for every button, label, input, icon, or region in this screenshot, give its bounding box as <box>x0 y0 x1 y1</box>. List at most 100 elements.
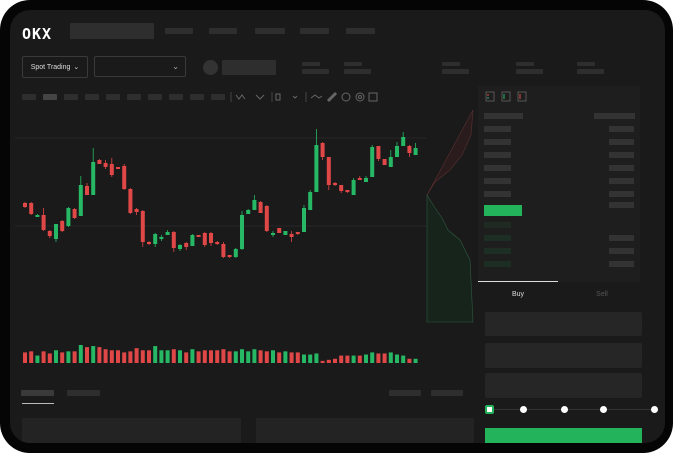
volume-bar <box>370 352 375 363</box>
bid-amount <box>609 248 634 254</box>
volume-bar <box>165 350 170 363</box>
volume-bar <box>339 355 344 363</box>
tab-order-history[interactable] <box>67 390 100 396</box>
timeframe-button[interactable] <box>127 94 141 100</box>
candle-body <box>209 233 213 243</box>
total-input[interactable] <box>485 373 642 398</box>
volume-bar <box>357 355 362 363</box>
fullscreen-icon[interactable] <box>368 92 378 102</box>
compare-icon[interactable] <box>275 93 281 101</box>
wave-icon[interactable] <box>310 94 323 99</box>
timeframe-button[interactable] <box>64 94 78 100</box>
sell-side-icon[interactable] <box>517 91 527 102</box>
price-input[interactable] <box>485 312 642 336</box>
timeframe-button[interactable] <box>190 94 204 100</box>
nav-item[interactable] <box>300 28 329 34</box>
candle-body <box>72 209 77 218</box>
volume-bar <box>215 350 220 363</box>
tab-sell[interactable]: Sell <box>596 290 608 298</box>
volume-bar <box>413 358 418 363</box>
indicator-icon[interactable] <box>255 94 265 100</box>
slider-step-25[interactable] <box>520 406 527 413</box>
chevron-down-icon[interactable] <box>292 95 298 99</box>
ask-price <box>484 191 511 197</box>
candle-body <box>128 189 133 213</box>
bid-price <box>484 235 511 241</box>
timeframe-button[interactable] <box>43 94 57 100</box>
candle-body <box>401 137 406 146</box>
candle-body <box>227 255 232 257</box>
timeframe-button[interactable] <box>169 94 183 100</box>
candle-body <box>41 215 46 230</box>
candle-body <box>35 215 40 217</box>
spot-trading-dropdown[interactable]: Spot Trading ⌄ <box>22 56 88 78</box>
candle-body <box>233 249 238 257</box>
candle-body <box>345 190 350 192</box>
nav-item[interactable] <box>165 28 193 34</box>
amount-input[interactable] <box>485 343 642 368</box>
slider-step-100[interactable] <box>651 406 658 413</box>
candle-body <box>159 237 164 239</box>
timeframe-button[interactable] <box>211 94 225 100</box>
nav-item[interactable] <box>346 28 375 34</box>
buy-button[interactable] <box>485 428 642 443</box>
ask-amount <box>609 139 634 145</box>
candle-body <box>357 178 362 180</box>
search-bar-placeholder[interactable] <box>70 23 154 39</box>
bid-price <box>484 222 511 228</box>
line-type-icon[interactable] <box>235 94 246 100</box>
volume-bar <box>333 358 337 363</box>
candle-body <box>240 215 244 249</box>
okx-logo[interactable]: OKX <box>22 25 53 43</box>
pair-name-placeholder <box>222 60 276 75</box>
tab-buy[interactable]: Buy <box>511 290 525 298</box>
slider-step-50[interactable] <box>561 406 568 413</box>
volume-bar <box>41 351 46 363</box>
volume-bar <box>351 355 356 363</box>
timeframe-button[interactable] <box>106 94 120 100</box>
volume-bar <box>209 350 213 363</box>
tab-open-orders[interactable] <box>21 390 54 396</box>
pair-selector[interactable]: ⌄ <box>94 56 186 77</box>
volume-bar <box>134 348 139 363</box>
coin-icon <box>203 60 218 75</box>
buy-side-icon[interactable] <box>501 91 511 102</box>
volume-bar <box>314 353 319 363</box>
timeframe-button[interactable] <box>85 94 99 100</box>
candle-body <box>252 200 257 210</box>
volume-bar <box>221 349 226 363</box>
depth-chart-bids <box>426 193 474 323</box>
slider-step-75[interactable] <box>600 406 607 413</box>
timeframe-button[interactable] <box>22 94 36 100</box>
volume-bar <box>382 353 387 363</box>
candle-body <box>196 235 201 237</box>
active-tab-indicator <box>22 403 54 404</box>
slider-track[interactable] <box>490 409 655 410</box>
candle-body <box>202 233 207 245</box>
candle-body <box>215 242 220 244</box>
slider-handle[interactable] <box>485 405 494 414</box>
candle-body <box>178 245 182 249</box>
candlestick-chart[interactable] <box>10 10 480 385</box>
candle-body <box>140 211 145 242</box>
volume-bar <box>302 354 306 363</box>
timeframe-button[interactable] <box>148 94 162 100</box>
bid-price <box>484 261 511 267</box>
ruler-icon[interactable] <box>326 91 338 103</box>
bottom-action[interactable] <box>431 390 463 396</box>
volume-bar <box>140 350 145 363</box>
both-sides-icon[interactable] <box>485 91 495 102</box>
candle-body <box>283 231 288 235</box>
volume-bar <box>23 352 27 363</box>
ask-price <box>484 126 511 132</box>
target-icon[interactable] <box>355 92 365 102</box>
nav-item[interactable] <box>209 28 237 34</box>
volume-bar <box>109 350 114 363</box>
bottom-action[interactable] <box>389 390 421 396</box>
candle-body <box>314 145 319 192</box>
candle-body <box>326 157 331 185</box>
ask-price <box>484 178 511 184</box>
nav-item[interactable] <box>255 28 285 34</box>
camera-icon[interactable] <box>341 92 351 102</box>
candle-body <box>134 209 139 212</box>
